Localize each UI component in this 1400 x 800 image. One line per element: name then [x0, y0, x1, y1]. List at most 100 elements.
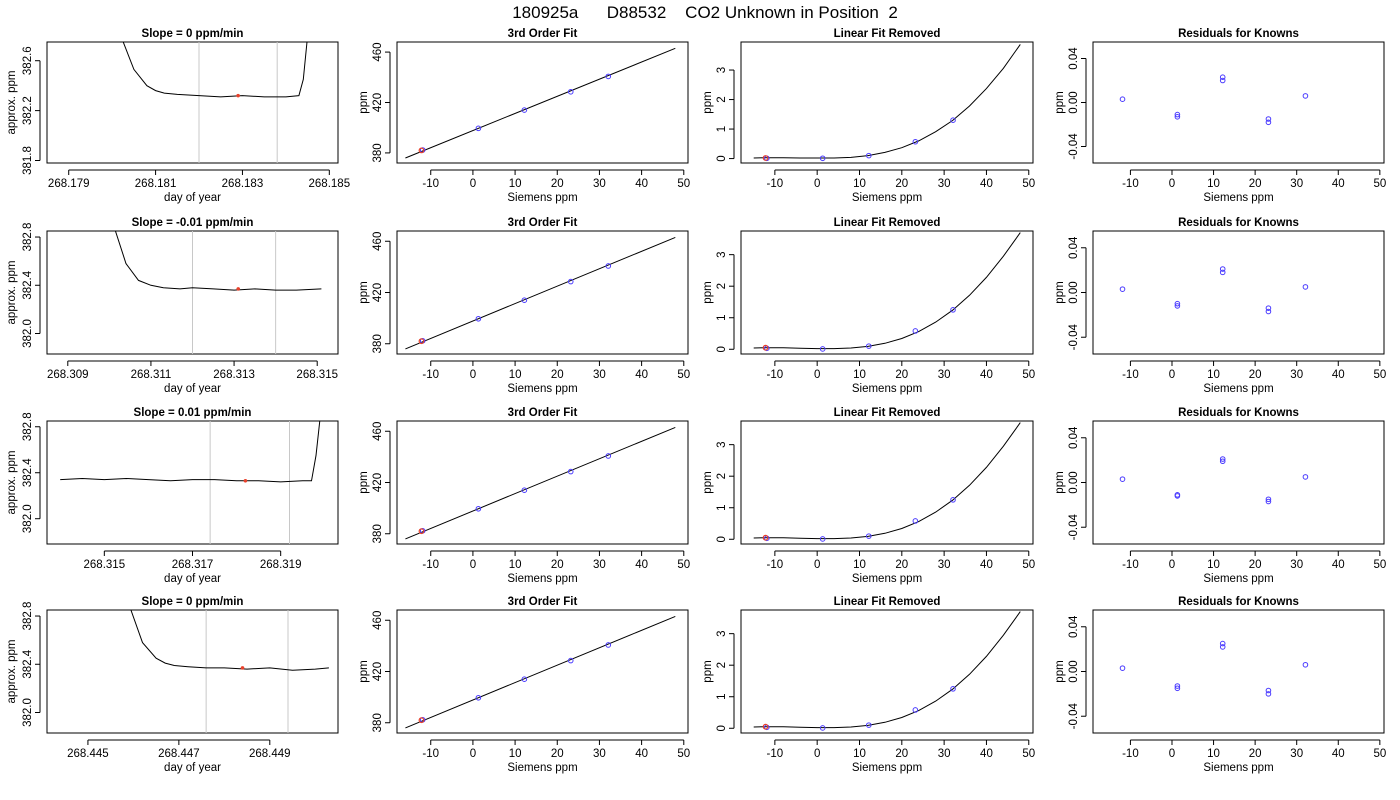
x-tick-label: -10: [422, 369, 439, 381]
y-axis-label: ppm: [1054, 471, 1066, 493]
known-point: [567, 657, 574, 664]
unknown-point: [762, 155, 769, 161]
x-tick-label: 10: [853, 559, 866, 571]
y-axis-label: ppm: [702, 91, 714, 113]
known-point: [1265, 496, 1272, 503]
series-line: [130, 610, 329, 671]
x-tick-label: 50: [1373, 369, 1386, 381]
known-point: [1219, 74, 1226, 80]
panel-title: Residuals for Knowns: [1178, 596, 1299, 608]
panel-linear_removed-row-1: Linear Fit Removed-10 0 10 20 30 40 50Siemens …: [702, 28, 1035, 204]
plot-area: [114, 231, 322, 354]
known-point: [1219, 640, 1226, 647]
panel-linear_removed-row-4: Linear Fit Removed-10 0 10 20 30 40 50Siemens …: [702, 596, 1035, 774]
x-axis-label: Siemens ppm: [852, 192, 922, 204]
panel-fit-row-2: 3rd Order Fit -10 0 10 20 30 40 50 Siemens ppm 38…: [358, 217, 690, 395]
series-line: [405, 236, 676, 350]
panel-linear_removed-row-3: Linear Fit Removed-10 0 10 20 30 40 50Siemens …: [702, 407, 1035, 585]
y-axis-label: ppm: [1054, 281, 1066, 303]
x-axis-label: day of year: [164, 192, 221, 204]
x-tick-label: 40: [635, 369, 648, 381]
known-point: [1265, 116, 1272, 122]
x-axis-label: Siemens ppm: [507, 192, 577, 204]
y-tick-label: 0.04: [1068, 236, 1080, 259]
known-point: [1302, 474, 1309, 480]
panel-raw-row-1: Slope = 0 ppm/min 268.179 268.181 268.183 26…: [6, 28, 350, 204]
x-tick-label: 40: [1332, 559, 1345, 571]
x-tick-label: 30: [938, 369, 951, 381]
plot-area: [753, 44, 1021, 162]
y-axis-label: approx. ppm: [6, 71, 18, 135]
plot-frame: [46, 420, 339, 545]
average-point: [243, 478, 248, 483]
known-point: [1265, 498, 1272, 505]
y-tick-label: 0.04: [1068, 47, 1080, 70]
x-tick-label: 10: [1207, 748, 1220, 760]
known-point: [1219, 77, 1226, 84]
x-tick-label: 20: [895, 559, 908, 571]
x-tick-label: 40: [980, 748, 993, 760]
known-point: [1119, 96, 1126, 102]
y-axis-label: ppm: [358, 660, 370, 682]
y-tick-label: -0.04: [1068, 324, 1080, 351]
y-tick-label: 380: [372, 713, 384, 732]
plot-frame: [46, 609, 339, 734]
y-tick-label: 0: [716, 155, 728, 161]
y-tick-label: 0.00: [1068, 91, 1080, 113]
x-tick-label: 20: [1249, 559, 1262, 571]
x-tick-label: 50: [677, 748, 690, 760]
known-point: [912, 518, 919, 524]
x-tick-label: 10: [509, 369, 522, 381]
x-tick-label: 10: [509, 178, 522, 190]
known-point: [605, 453, 612, 459]
panel-fit-row-4: 3rd Order Fit -10 0 10 20 30 40 50 Siemens ppm 38…: [358, 596, 690, 774]
x-tick-label: 268.315: [84, 559, 126, 571]
known-point: [950, 307, 956, 313]
y-tick-label: 0.04: [1068, 426, 1080, 449]
x-tick-label: -10: [422, 178, 439, 190]
x-tick-label: 30: [938, 559, 951, 571]
known-point: [475, 125, 482, 132]
series-line: [405, 615, 676, 729]
known-point: [1265, 308, 1272, 315]
y-tick-label: 382.4: [22, 458, 34, 487]
plot-area: [1119, 640, 1309, 697]
x-tick-label: 20: [895, 748, 908, 760]
known-point: [1265, 687, 1272, 694]
known-point: [950, 686, 956, 692]
x-tick-label: 268.447: [158, 748, 200, 760]
known-point: [605, 263, 612, 269]
x-tick-label: 10: [1207, 559, 1220, 571]
plot-area: [405, 236, 676, 350]
y-tick-label: 460: [372, 42, 384, 61]
y-tick-label: 382.8: [22, 412, 34, 441]
plot-area: [1119, 456, 1309, 505]
x-tick-label: 50: [1373, 559, 1386, 571]
known-point: [605, 642, 612, 648]
y-tick-label: 0: [716, 346, 728, 352]
x-tick-label: 10: [853, 178, 866, 190]
x-axis-label: Siemens ppm: [507, 762, 577, 774]
y-axis-label: ppm: [358, 91, 370, 113]
y-tick-label: 0.00: [1068, 281, 1080, 303]
panel-title: Linear Fit Removed: [834, 407, 941, 419]
x-tick-label: 268.309: [47, 369, 89, 381]
plot-frame: [46, 41, 339, 164]
panel-title: Linear Fit Removed: [834, 217, 941, 229]
series-line: [405, 426, 676, 540]
known-point: [1174, 111, 1181, 118]
y-tick-label: 420: [372, 662, 384, 681]
x-tick-label: 10: [509, 748, 522, 760]
plot-frame: [740, 609, 1034, 734]
known-point: [521, 676, 528, 682]
panel-title: Residuals for Knowns: [1178, 28, 1299, 40]
y-tick-label: 381.8: [22, 146, 34, 175]
y-tick-label: 3: [716, 630, 728, 636]
plot-frame: [1092, 609, 1385, 734]
plot-area: [753, 422, 1021, 542]
known-point: [567, 88, 574, 95]
y-tick-label: 382.0: [22, 698, 34, 727]
x-tick-label: 10: [1207, 178, 1220, 190]
known-point: [1219, 266, 1226, 272]
